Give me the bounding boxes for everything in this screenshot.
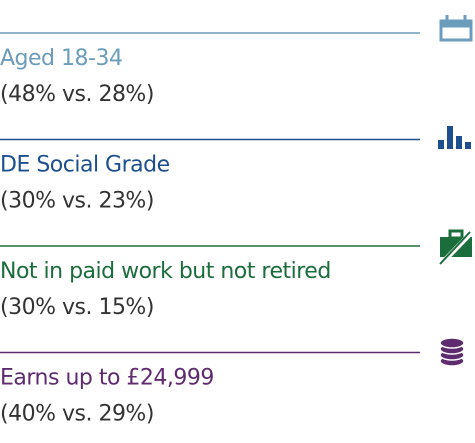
item-stat: (40% vs. 29%) — [0, 402, 154, 427]
icons — [438, 15, 474, 367]
item-label: DE Social Grade — [0, 153, 170, 178]
item-label: Not in paid work but not retired — [0, 259, 331, 284]
item-stat: (48% vs. 28%) — [0, 82, 154, 107]
item-stat: (30% vs. 15%) — [0, 295, 154, 320]
calendar-icon — [439, 15, 473, 42]
item-stat: (30% vs. 23%) — [0, 189, 154, 214]
bar-chart-icon — [438, 126, 471, 149]
item-label: Aged 18-34 — [0, 46, 122, 71]
briefcase-icon — [439, 229, 474, 265]
item-label: Earns up to £24,999 — [0, 366, 214, 391]
coins-icon — [439, 337, 465, 367]
